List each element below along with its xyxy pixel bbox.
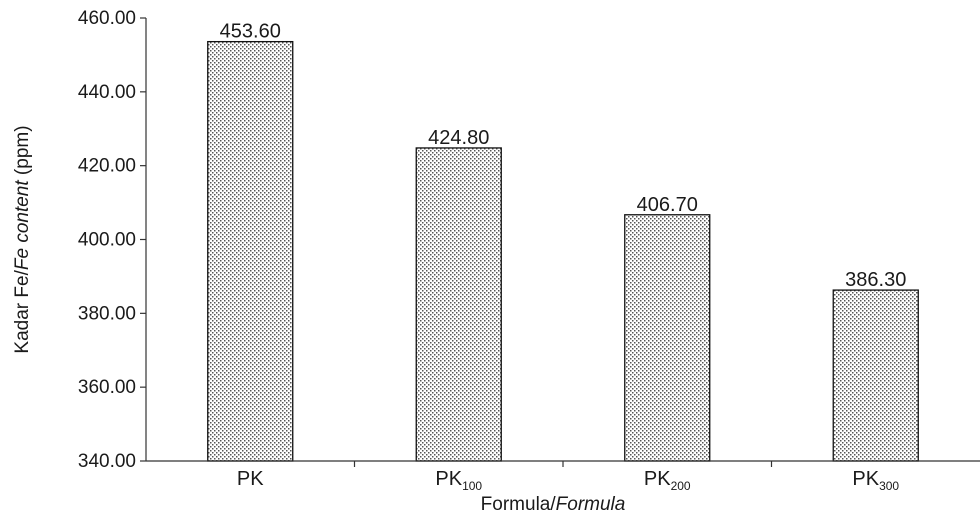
x-category-base: PK [435,468,462,490]
y-tick-label: 400.00 [78,230,136,251]
bar-value-label: 406.70 [637,194,698,216]
y-tick-label: 340.00 [78,451,136,472]
x-category-label: PK100 [435,468,482,493]
x-category-base: PK [644,468,671,490]
y-axis-title: Kadar Fe/Fe content (ppm) [12,125,33,353]
x-category-subscript: 200 [671,479,691,493]
bar [415,147,502,462]
x-category-subscript: 100 [462,479,482,493]
x-category-label: PK300 [852,468,899,493]
y-axis-title-part-italic: Fe content [12,180,33,270]
y-tick-label: 440.00 [78,82,136,103]
y-axis-title-part-2: (ppm) [12,125,33,180]
y-tick-label: 380.00 [78,303,136,324]
bar [624,214,711,462]
x-category-label: PK200 [644,468,691,493]
y-tick-label: 360.00 [78,377,136,398]
x-axis-title-part-1: Formula/ [481,494,557,515]
bar [832,289,919,462]
x-axis-title-part-italic: Formula [556,494,626,515]
x-axis-categories: PK PK100 PK200 PK300 [237,461,899,493]
y-tick-label: 420.00 [78,156,136,177]
x-category-base: PK [237,468,264,490]
y-tick-label: 460.00 [78,8,136,29]
bar [207,40,294,462]
x-category-label: PK [237,468,264,490]
bar-value-label: 386.30 [845,269,906,291]
y-axis-title-part-1: Kadar Fe/ [12,269,33,353]
y-axis-ticks: 340.00 360.00 380.00 400.00 420.00 440.00 460.… [78,8,146,472]
x-category-subscript: 300 [879,479,899,493]
x-axis-title: Formula/Formula [481,494,626,515]
bars [207,40,919,462]
bar-value-label: 424.80 [428,127,489,149]
bar-value-label: 453.60 [220,21,281,43]
data-labels: 453.60 424.80 406.70 386.30 [220,21,907,291]
x-category-base: PK [852,468,879,490]
